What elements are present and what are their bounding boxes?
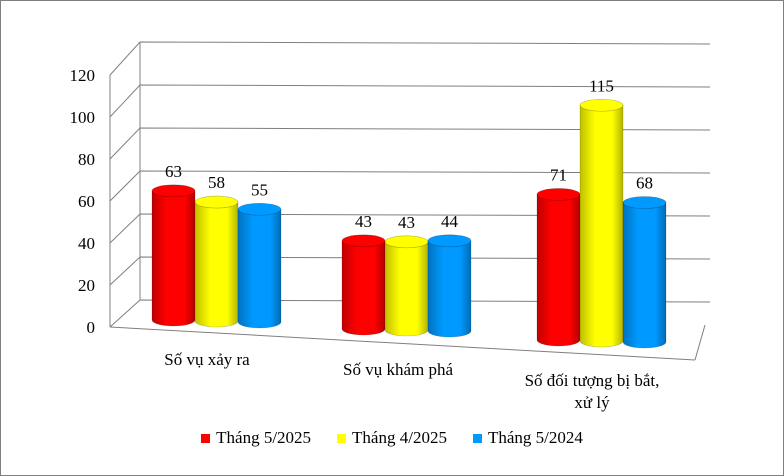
data-label: 71 xyxy=(550,165,567,184)
bars xyxy=(151,98,667,349)
y-tick-label: 80 xyxy=(78,150,95,169)
y-tick-label: 60 xyxy=(78,192,95,211)
gridline xyxy=(109,213,711,244)
data-label: 63 xyxy=(165,162,182,181)
bar xyxy=(237,202,282,329)
legend-item: Tháng 4/2025 xyxy=(337,428,447,448)
gridline xyxy=(109,256,711,286)
gridline xyxy=(109,170,711,202)
category-labels: Số vụ xảy ra Số vụ khám phá Số đối tượng b… xyxy=(164,350,659,412)
gridline xyxy=(109,299,711,328)
y-tick-label: 120 xyxy=(70,66,96,85)
data-label: 58 xyxy=(208,173,225,192)
bar xyxy=(579,98,624,348)
y-tick-label: 0 xyxy=(87,318,96,337)
legend-swatch xyxy=(201,433,211,443)
bar xyxy=(622,196,667,349)
y-tick-label: 20 xyxy=(78,276,95,295)
gridline xyxy=(109,41,711,76)
bar xyxy=(427,234,472,338)
y-tick-label: 40 xyxy=(78,234,95,253)
data-label: 43 xyxy=(355,212,372,231)
bar xyxy=(536,188,581,347)
legend-swatch xyxy=(472,433,482,443)
legend-label: Tháng 5/2024 xyxy=(487,428,583,447)
data-label: 115 xyxy=(589,76,614,95)
data-label: 55 xyxy=(251,180,268,199)
gridlines xyxy=(109,41,711,328)
gridline xyxy=(109,127,711,160)
data-label: 43 xyxy=(398,213,415,232)
legend-label: Tháng 4/2025 xyxy=(352,428,447,447)
legend-label: Tháng 5/2025 xyxy=(216,428,312,447)
y-tick-label: 100 xyxy=(70,108,96,127)
y-axis-ticks: 0 20 40 60 80 100 120 xyxy=(70,66,96,337)
bar xyxy=(341,234,386,336)
bar xyxy=(151,184,196,327)
data-label: 68 xyxy=(636,174,653,193)
legend-item: Tháng 5/2024 xyxy=(472,428,583,448)
legend-swatch xyxy=(337,433,347,443)
bar xyxy=(194,195,239,328)
legend: Tháng 5/2025 Tháng 4/2025 Tháng 5/2024 xyxy=(0,428,784,448)
legend-item: Tháng 5/2025 xyxy=(201,428,311,448)
category-label: Số vụ khám phá xyxy=(343,360,453,379)
category-label: Số vụ xảy ra xyxy=(164,350,250,369)
data-label: 44 xyxy=(441,212,459,231)
category-label: Số đối tượng bị bắt, xử lý xyxy=(525,371,660,412)
bar xyxy=(384,235,429,337)
gridline xyxy=(109,84,711,118)
data-labels: 63 58 55 43 43 44 71 115 68 xyxy=(165,76,653,232)
